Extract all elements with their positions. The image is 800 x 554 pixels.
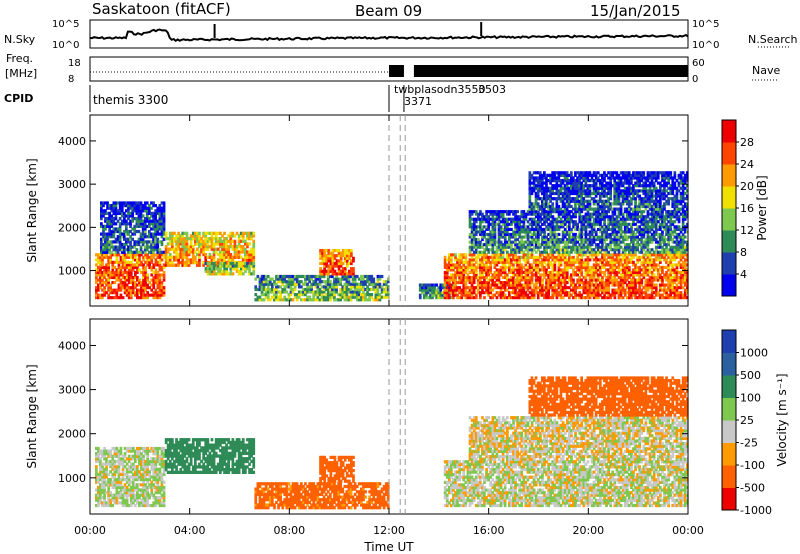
velocity-colorbar-segment	[722, 442, 736, 466]
power-y-tick-label: 1000	[58, 265, 86, 278]
velocity-echo-region	[468, 416, 689, 461]
velocity-echo-region	[443, 460, 689, 508]
x-tick-label: 00:00	[74, 524, 106, 537]
power-echo-region	[100, 201, 166, 254]
power-colorbar-segment	[722, 120, 736, 143]
velocity-echo-region	[528, 376, 689, 417]
velocity-colorbar-label: -100	[740, 459, 765, 472]
power-colorbar-segment	[722, 142, 736, 165]
power-echo-region	[164, 231, 256, 267]
velocity-colorbar-label: 25	[740, 414, 754, 427]
velocity-colorbar-segment	[722, 352, 736, 376]
x-tick-label: 16:00	[473, 524, 505, 537]
velocity-colorbar-segment	[722, 420, 736, 443]
nave-tick-bottom: 0	[692, 74, 698, 85]
nave-label: Nave	[752, 64, 780, 77]
velocity-colorbar-label: -500	[740, 482, 765, 495]
velocity-y-tick-label: 3000	[58, 384, 86, 397]
power-echo-region	[443, 253, 689, 300]
power-y-tick-label: 4000	[58, 135, 86, 148]
velocity-heatmap	[95, 376, 689, 510]
power-heatmap	[95, 171, 689, 302]
power-colorbar-segment	[722, 208, 736, 231]
x-tick-label: 08:00	[273, 524, 305, 537]
power-colorbar-segment	[722, 252, 736, 275]
cpid-3371: 3371	[404, 95, 432, 108]
power-colorbar-segment	[722, 274, 736, 297]
power-colorbar-label: 20	[740, 180, 754, 193]
velocity-y-axis-label: Slant Range [km]	[25, 364, 39, 468]
power-colorbar-label: 8	[740, 246, 747, 259]
power-colorbar-segment	[722, 230, 736, 253]
velocity-echo-region	[95, 446, 166, 508]
velocity-echo-region	[319, 455, 355, 483]
x-tick-label: 04:00	[174, 524, 206, 537]
beam-title: Beam 09	[355, 2, 423, 20]
nsky-label: N.Sky	[4, 33, 36, 46]
power-y-tick-label: 3000	[58, 178, 86, 191]
velocity-colorbar-label: 100	[740, 392, 761, 405]
velocity-colorbar-segment	[722, 487, 736, 511]
x-tick-label: 12:00	[373, 524, 405, 537]
date-title: 15/Jan/2015	[590, 2, 681, 20]
power-echo-region	[468, 210, 689, 254]
velocity-colorbar-title: Velocity [m s⁻¹]	[775, 373, 789, 466]
power-colorbar-label: 28	[740, 136, 754, 149]
velocity-colorbar-label: -1000	[740, 504, 772, 517]
velocity-colorbar-label: -25	[740, 437, 758, 450]
cpid-label: CPID	[4, 92, 33, 105]
power-colorbar-label: 12	[740, 224, 754, 237]
power-colorbar-segment	[722, 164, 736, 187]
power-colorbar-segment	[722, 186, 736, 209]
freq-block	[413, 65, 688, 77]
freq-block	[389, 65, 404, 77]
velocity-echo-region	[254, 482, 390, 510]
x-axis-label: Time UT	[363, 540, 414, 554]
freq-tick-top: 18	[68, 58, 81, 69]
x-tick-label: 20:00	[572, 524, 604, 537]
cpid-themis: themis 3300	[93, 93, 168, 107]
nsearch-label: N.Search	[748, 33, 798, 46]
sky-tick-bottom: 10^0	[52, 40, 79, 51]
power-colorbar-label: 16	[740, 202, 754, 215]
power-echo-region	[319, 249, 355, 276]
power-echo-region	[95, 253, 166, 300]
freq-tick-bottom: 8	[68, 74, 74, 85]
sky-noise-line	[89, 28, 689, 43]
sky-tick-top: 10^5	[52, 19, 79, 30]
velocity-colorbar-segment	[722, 330, 736, 353]
search-tick-bottom: 10^0	[692, 40, 719, 51]
x-tick-label: 00:00	[672, 524, 704, 537]
freq-label: Freq.	[6, 52, 33, 65]
power-echo-region	[204, 261, 256, 276]
velocity-echo-region	[164, 438, 256, 474]
velocity-colorbar-segment	[722, 375, 736, 398]
station-title: Saskatoon (fitACF)	[92, 0, 231, 18]
sky-panel-frame	[89, 19, 689, 49]
search-tick-top: 10^5	[692, 19, 719, 30]
power-colorbar-label: 24	[740, 158, 754, 171]
power-echo-region	[528, 171, 689, 211]
velocity-colorbar-segment	[722, 465, 736, 488]
power-y-axis-label: Slant Range [km]	[25, 158, 39, 262]
velocity-y-tick-label: 1000	[58, 472, 86, 485]
velocity-y-tick-label: 4000	[58, 339, 86, 352]
velocity-y-tick-label: 2000	[58, 428, 86, 441]
nave-tick-top: 60	[692, 58, 705, 69]
velocity-colorbar-segment	[722, 397, 736, 421]
power-colorbar-label: 4	[740, 268, 747, 281]
freq-unit-label: [MHz]	[5, 67, 37, 80]
power-y-tick-label: 2000	[58, 221, 86, 234]
velocity-colorbar-label: 500	[740, 369, 761, 382]
cpid-twbplasodn: twbplasodn3550	[394, 83, 485, 96]
velocity-colorbar-label: 1000	[740, 347, 768, 360]
power-colorbar-title: Power [dB]	[755, 175, 769, 240]
power-echo-region	[254, 274, 390, 302]
cpid-3503: 3503	[478, 83, 506, 96]
